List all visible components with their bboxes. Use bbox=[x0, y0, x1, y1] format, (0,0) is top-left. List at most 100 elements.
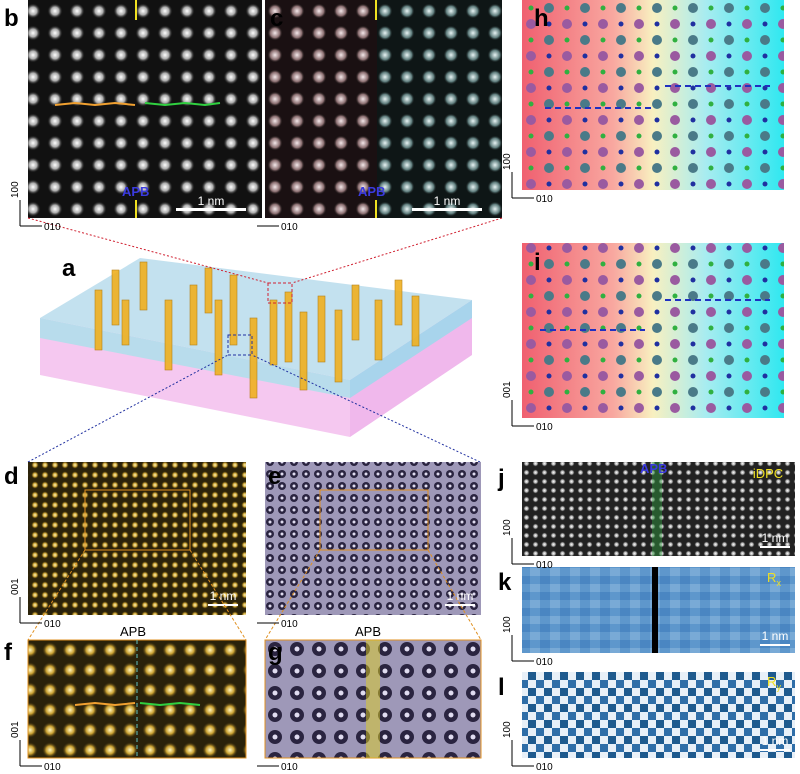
pillar bbox=[164, 299, 173, 371]
axis-label: 010 bbox=[281, 762, 298, 773]
axis-label: 010 bbox=[536, 762, 553, 773]
pillar bbox=[121, 299, 130, 346]
image bbox=[28, 462, 246, 615]
scale-bar bbox=[760, 546, 790, 548]
panel-l bbox=[522, 672, 795, 758]
overlay bbox=[652, 567, 658, 653]
overlay bbox=[139, 701, 201, 707]
scale-bar-label: 1 nm bbox=[434, 194, 461, 208]
scale-bar-label: 1 nm bbox=[210, 589, 237, 603]
panel-letter: g bbox=[268, 639, 283, 666]
apb-label: APB bbox=[120, 624, 146, 639]
scale-bar-label: 1 nm bbox=[762, 531, 789, 545]
pillar bbox=[139, 261, 148, 311]
roi bbox=[84, 489, 191, 551]
scale-bar-label: 1 nm bbox=[198, 194, 225, 208]
apb-label: APB bbox=[122, 184, 149, 199]
apb-label: APB bbox=[640, 461, 667, 476]
overlay bbox=[652, 462, 662, 556]
guides-dg bbox=[27, 549, 482, 641]
pillar bbox=[94, 289, 103, 351]
axis-label: 010 bbox=[536, 560, 553, 571]
pillar bbox=[334, 309, 343, 383]
scale-bar-label: 1 nm bbox=[762, 629, 789, 643]
panel-b bbox=[28, 0, 262, 218]
pillar bbox=[249, 317, 258, 399]
axis-label: 100 bbox=[10, 181, 21, 198]
pillar bbox=[299, 311, 308, 391]
axis-label: 001 bbox=[10, 721, 21, 738]
pillar bbox=[229, 274, 238, 346]
overlay bbox=[366, 640, 380, 758]
axis-label: 010 bbox=[44, 762, 61, 773]
image bbox=[522, 462, 795, 556]
pillar bbox=[189, 284, 198, 346]
panel-g bbox=[264, 639, 482, 759]
axis-label: 001 bbox=[502, 381, 513, 398]
panel-letter: a bbox=[62, 255, 76, 282]
pillar bbox=[351, 284, 360, 341]
image bbox=[28, 0, 262, 218]
guide bbox=[251, 354, 481, 463]
apb-label: APB bbox=[355, 624, 381, 639]
scale-bar bbox=[760, 749, 790, 751]
pillar bbox=[394, 279, 403, 326]
scale-bar-label: 1 nm bbox=[762, 734, 789, 748]
roi bbox=[267, 282, 293, 304]
pillars bbox=[94, 261, 420, 399]
axis-label: 010 bbox=[536, 657, 553, 668]
panel-f bbox=[27, 639, 247, 759]
image bbox=[265, 462, 481, 615]
panel-k bbox=[522, 567, 795, 653]
panel-letter: f bbox=[4, 639, 13, 666]
pillar bbox=[111, 269, 120, 326]
axis-label: 010 bbox=[44, 619, 61, 630]
roi bbox=[227, 334, 253, 356]
film-front bbox=[40, 318, 350, 398]
panel-letter: j bbox=[497, 465, 505, 492]
atoms bbox=[522, 0, 784, 190]
image bbox=[522, 567, 795, 653]
mode-subscript: x bbox=[776, 578, 781, 588]
axis-label: 010 bbox=[281, 222, 298, 233]
axis-label: 010 bbox=[536, 194, 553, 205]
panel-letter: i bbox=[534, 249, 541, 276]
panel-letter: b bbox=[4, 5, 19, 32]
image bbox=[377, 0, 502, 218]
axis-label: 100 bbox=[502, 721, 513, 738]
image bbox=[522, 672, 795, 758]
overlay bbox=[144, 101, 221, 107]
pillar bbox=[269, 299, 278, 366]
scale-bar bbox=[176, 208, 246, 211]
pillar bbox=[374, 299, 383, 361]
image bbox=[265, 0, 377, 218]
axis-label: 100 bbox=[502, 153, 513, 170]
axis-label: 100 bbox=[502, 616, 513, 633]
panel-a bbox=[27, 217, 503, 463]
pillar bbox=[284, 291, 293, 363]
mode-label: iDPC bbox=[753, 466, 783, 481]
panel-letter: k bbox=[498, 569, 512, 596]
scale-bar bbox=[208, 604, 238, 606]
overlay bbox=[74, 701, 136, 707]
mode-subscript: y bbox=[776, 682, 781, 692]
panel-letter: l bbox=[498, 674, 505, 701]
panel-letter: e bbox=[268, 463, 281, 490]
scale-bar-label: 1 nm bbox=[447, 589, 474, 603]
axis-label: 010 bbox=[536, 422, 553, 433]
panel-i bbox=[522, 243, 784, 418]
scale-bar bbox=[412, 208, 482, 211]
panel-c bbox=[265, 0, 502, 218]
pillar bbox=[411, 295, 420, 347]
axis-label: 010 bbox=[44, 222, 61, 233]
guide bbox=[27, 354, 229, 463]
apb-label: APB bbox=[358, 184, 385, 199]
roi bbox=[319, 489, 429, 551]
scale-bar bbox=[760, 644, 790, 646]
pillar bbox=[317, 295, 326, 363]
pillar bbox=[204, 267, 213, 314]
scale-bar bbox=[445, 604, 475, 606]
panel-letter: d bbox=[4, 463, 19, 490]
panel-h bbox=[522, 0, 784, 190]
